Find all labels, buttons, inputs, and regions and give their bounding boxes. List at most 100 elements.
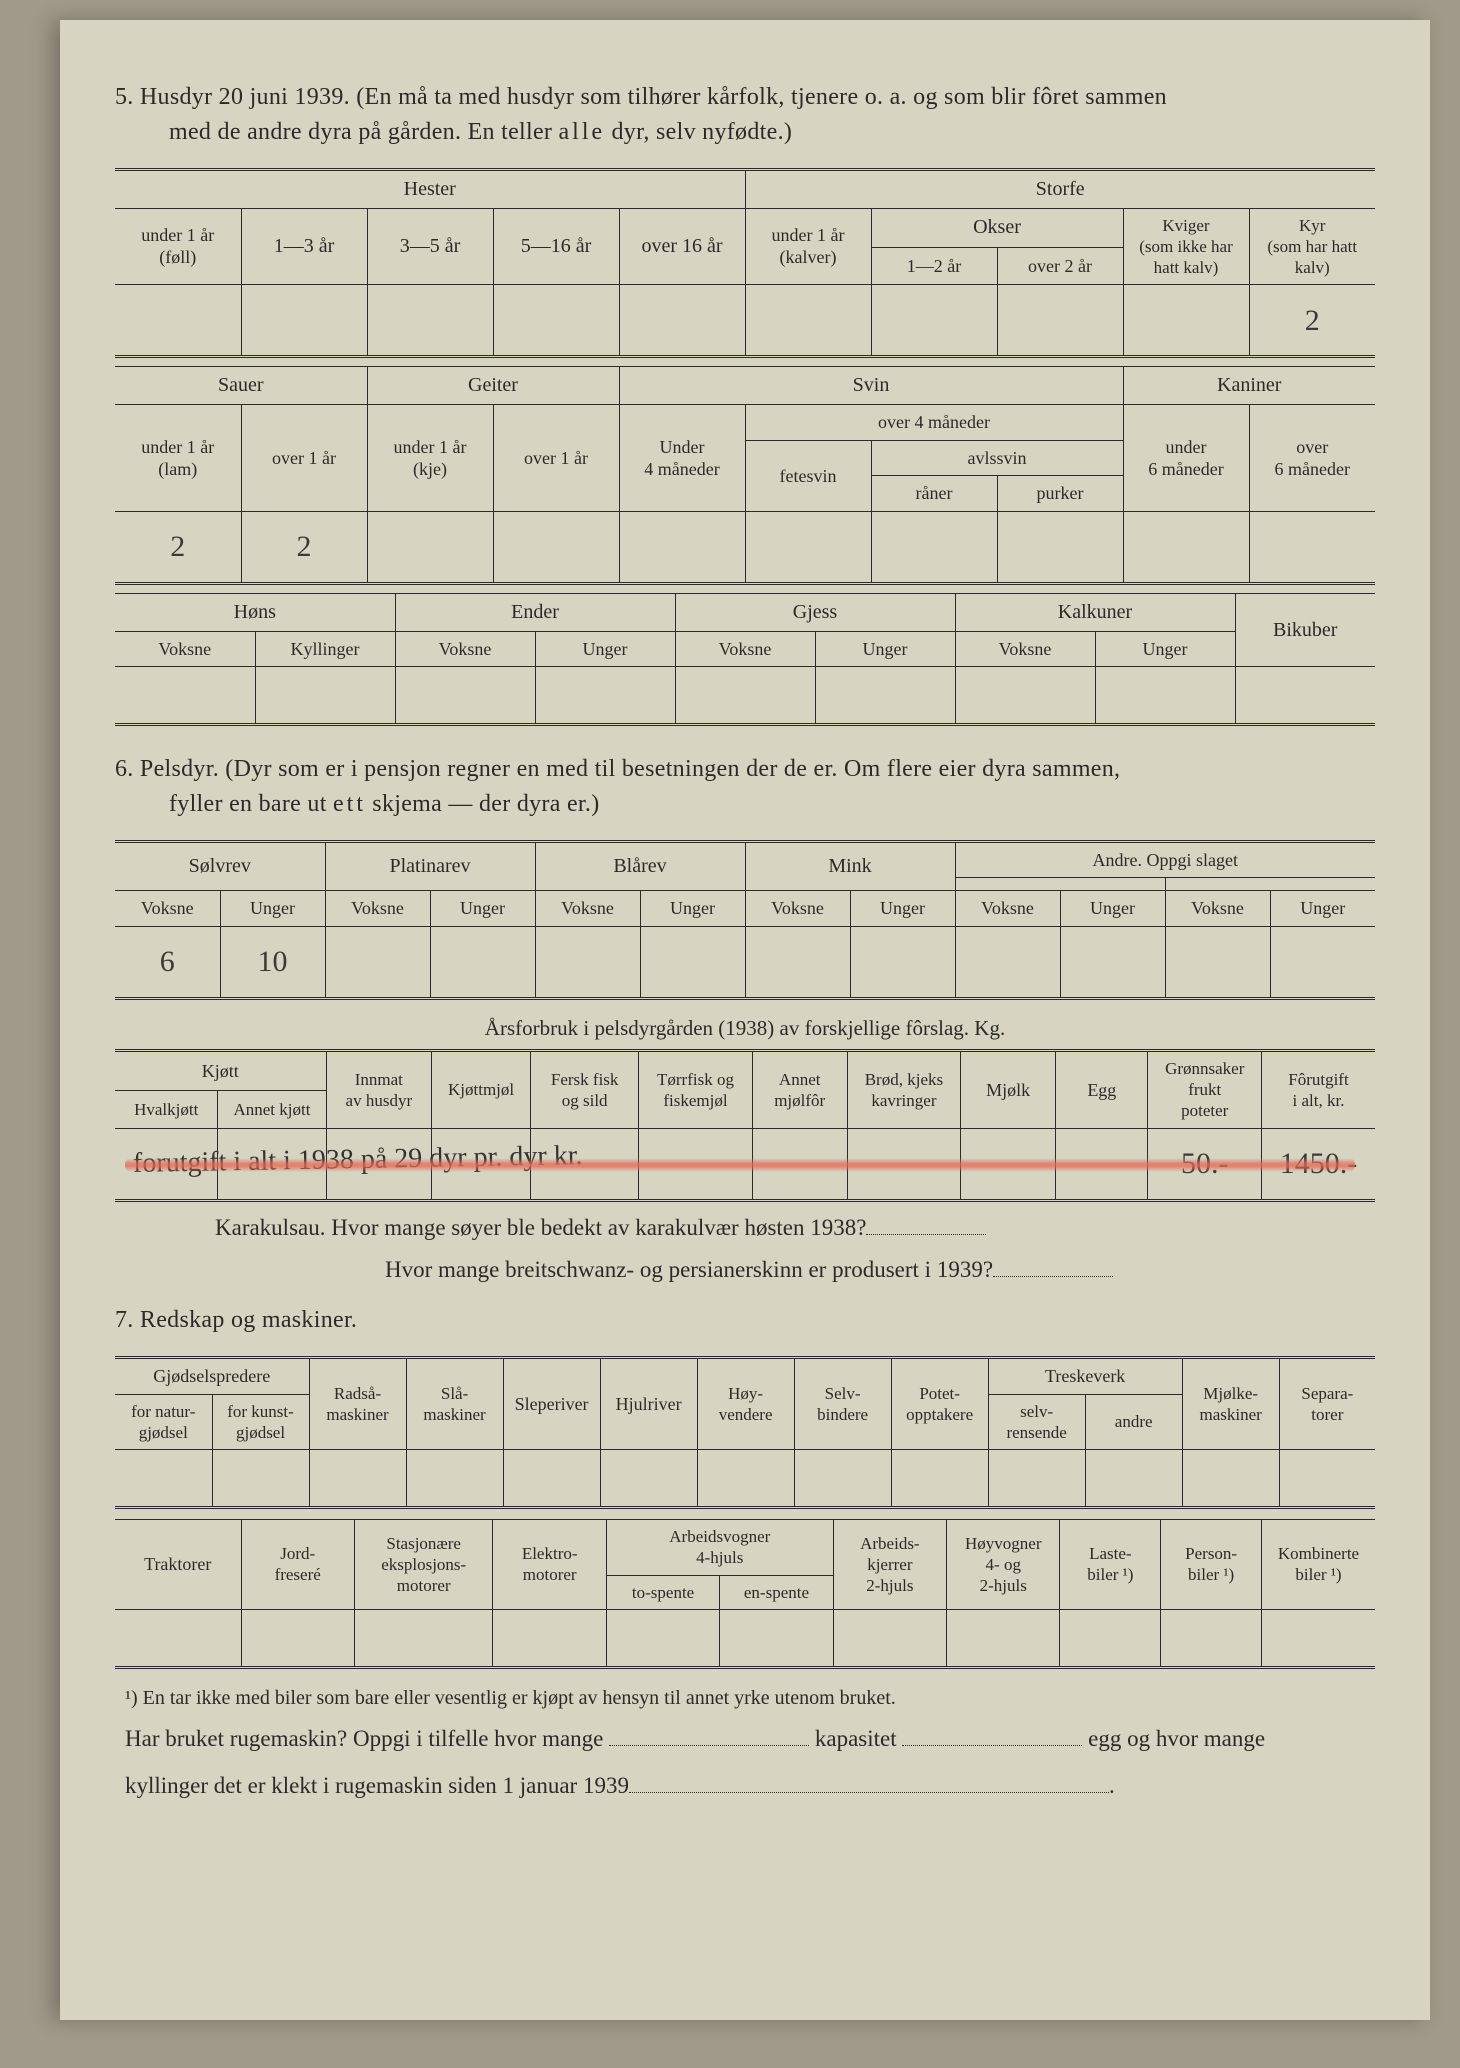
under1-foll: under 1 år (føll): [115, 208, 241, 285]
under1-kalver: under 1 år (kalver): [745, 208, 871, 285]
andre-th: andre: [1085, 1394, 1182, 1450]
cell-h2: [241, 285, 367, 357]
plat-h: Platinarev: [325, 841, 535, 891]
forutgift-h: Fôrutgift i alt, kr.: [1261, 1050, 1375, 1128]
komb-h: Kombinerte biler ¹): [1262, 1520, 1375, 1610]
blank-field: [866, 1211, 986, 1235]
cell-c3: [997, 285, 1123, 357]
solvrev-h: Sølvrev: [115, 841, 325, 891]
solv-v-val: 6: [115, 926, 220, 998]
egg-h: Egg: [1056, 1050, 1148, 1128]
karakul-q2-text: Hvor mange breitschwanz- og persianerski…: [385, 1257, 993, 1282]
cell-c4: [1123, 285, 1249, 357]
ruge-l1b: kapasitet: [809, 1726, 902, 1751]
h-3-5: 3—5 år: [367, 208, 493, 285]
f-u2: Unger: [430, 891, 535, 927]
horses-cattle-table: Hester Storfe under 1 år (føll) 1—3 år 3…: [115, 168, 1375, 359]
blank-field: [902, 1722, 1082, 1746]
blank-field: [993, 1253, 1113, 1277]
hoyvogn-h: Høyvogner 4- og 2-hjuls: [947, 1520, 1060, 1610]
section7-text: Redskap og maskiner.: [140, 1307, 357, 1333]
h-over16: over 16 år: [619, 208, 745, 285]
sauer-h: Sauer: [115, 367, 367, 405]
kyr-head: Kyr (som har hatt kalv): [1249, 208, 1375, 285]
ruge-l2end: .: [1109, 1773, 1115, 1798]
hons-h: Høns: [115, 593, 395, 631]
slepe-h: Sleperiver: [503, 1358, 600, 1450]
sau-over1: over 1 år: [241, 405, 367, 512]
ruge-l2a: kyllinger det er klekt i rugemaskin side…: [125, 1773, 629, 1798]
cell-h3: [367, 285, 493, 357]
selv-h: Selv- bindere: [794, 1358, 891, 1450]
section5-num: 5.: [115, 84, 134, 110]
brod-h: Brød, kjeks kavringer: [847, 1050, 960, 1128]
tools-table-2: Traktorer Jord- freseré Stasjonære ekspl…: [115, 1519, 1375, 1669]
storfe-head: Storfe: [745, 169, 1375, 208]
hoy-h: Høy- vendere: [697, 1358, 794, 1450]
f-v4: Voksne: [745, 891, 850, 927]
jord-h: Jord- freseré: [241, 1520, 354, 1610]
kan-under6: under 6 måneder: [1123, 405, 1249, 512]
hons-v: Voksne: [115, 631, 255, 667]
f-v6: Voksne: [1165, 891, 1270, 927]
total-val: 1450.-: [1261, 1128, 1375, 1200]
purker: purker: [997, 476, 1123, 512]
karakul-q1-text: Karakulsau. Hvor mange søyer ble bedekt …: [215, 1215, 866, 1240]
f-u1: Unger: [220, 891, 325, 927]
andre-h: Andre. Oppgi slaget: [955, 841, 1375, 878]
mjolke-h: Mjølke- maskiner: [1182, 1358, 1279, 1450]
forbruk-wrap: Kjøtt Innmat av husdyr Kjøttmjøl Fersk f…: [115, 1049, 1375, 1202]
annetkjott-h: Annet kjøtt: [218, 1091, 326, 1129]
kaniner-h: Kaniner: [1123, 367, 1375, 405]
fersk-h: Fersk fisk og sild: [531, 1050, 639, 1128]
treske-h: Treskeverk: [988, 1358, 1182, 1395]
cell-kyr-val: 2: [1249, 285, 1375, 357]
ruge-l1a: Har bruket rugemaskin? Oppgi i tilfelle …: [125, 1726, 609, 1751]
cell-h5: [619, 285, 745, 357]
natur-h: for natur- gjødsel: [115, 1394, 212, 1450]
hjul-h: Hjulriver: [600, 1358, 697, 1450]
forbruk-title: Årsforbruk i pelsdyrgården (1938) av for…: [115, 1016, 1375, 1041]
mjolk-h: Mjølk: [961, 1050, 1056, 1128]
section5-line1: Husdyr 20 juni 1939. (En må ta med husdy…: [140, 84, 1167, 110]
gjess-h: Gjess: [675, 593, 955, 631]
fetesvin: fetesvin: [745, 440, 871, 511]
person-h: Person- biler ¹): [1161, 1520, 1262, 1610]
tools-table-1: Gjødselspredere Radså- maskiner Slå- mas…: [115, 1356, 1375, 1509]
f-u4: Unger: [850, 891, 955, 927]
laste-h: Laste- biler ¹): [1060, 1520, 1161, 1610]
solv-u-val: 10: [220, 926, 325, 998]
blarev-h: Blårev: [535, 841, 745, 891]
karakul-q2: Hvor mange breitschwanz- og persianerski…: [115, 1252, 1375, 1289]
karakul-q1: Karakulsau. Hvor mange søyer ble bedekt …: [115, 1210, 1375, 1247]
svin-under4: Under 4 måneder: [619, 405, 745, 512]
hvalkjott-h: Hvalkjøtt: [115, 1091, 218, 1129]
hons-k: Kyllinger: [255, 631, 395, 667]
ruge-l1c: egg og hvor mange: [1082, 1726, 1265, 1751]
f-u3: Unger: [640, 891, 745, 927]
cell-c2: [871, 285, 997, 357]
kjottmjol-h: Kjøttmjøl: [432, 1050, 531, 1128]
section7-num: 7.: [115, 1307, 134, 1333]
ender-u: Unger: [535, 631, 675, 667]
tosp-h: to-spente: [606, 1575, 719, 1609]
separa-h: Separa- torer: [1279, 1358, 1375, 1450]
section6-ett: ett: [333, 791, 366, 817]
sheep-goats-pigs-table: Sauer Geiter Svin Kaniner under 1 år (la…: [115, 366, 1375, 585]
f-v2: Voksne: [325, 891, 430, 927]
kviger-head: Kviger (som ikke har hatt kalv): [1123, 208, 1249, 285]
f-u5: Unger: [1060, 891, 1165, 927]
selvr-h: selv- rensende: [988, 1394, 1085, 1450]
raner: råner: [871, 476, 997, 512]
kjott-h: Kjøtt: [115, 1050, 326, 1090]
poultry-table: Høns Ender Gjess Kalkuner Bikuber Voksne…: [115, 593, 1375, 727]
section5-title: 5. Husdyr 20 juni 1939. (En må ta med hu…: [115, 80, 1375, 150]
annetmjol-h: Annet mjølfôr: [752, 1050, 847, 1128]
h-1-3: 1—3 år: [241, 208, 367, 285]
rugemaskin-line1: Har bruket rugemaskin? Oppgi i tilfelle …: [125, 1718, 1375, 1759]
sla-h: Slå- maskiner: [406, 1358, 503, 1450]
ensp-h: en-spente: [720, 1575, 833, 1609]
ender-v: Voksne: [395, 631, 535, 667]
trakt-h: Traktorer: [115, 1520, 241, 1610]
section6-l2a: fyller en bare ut: [169, 791, 333, 817]
